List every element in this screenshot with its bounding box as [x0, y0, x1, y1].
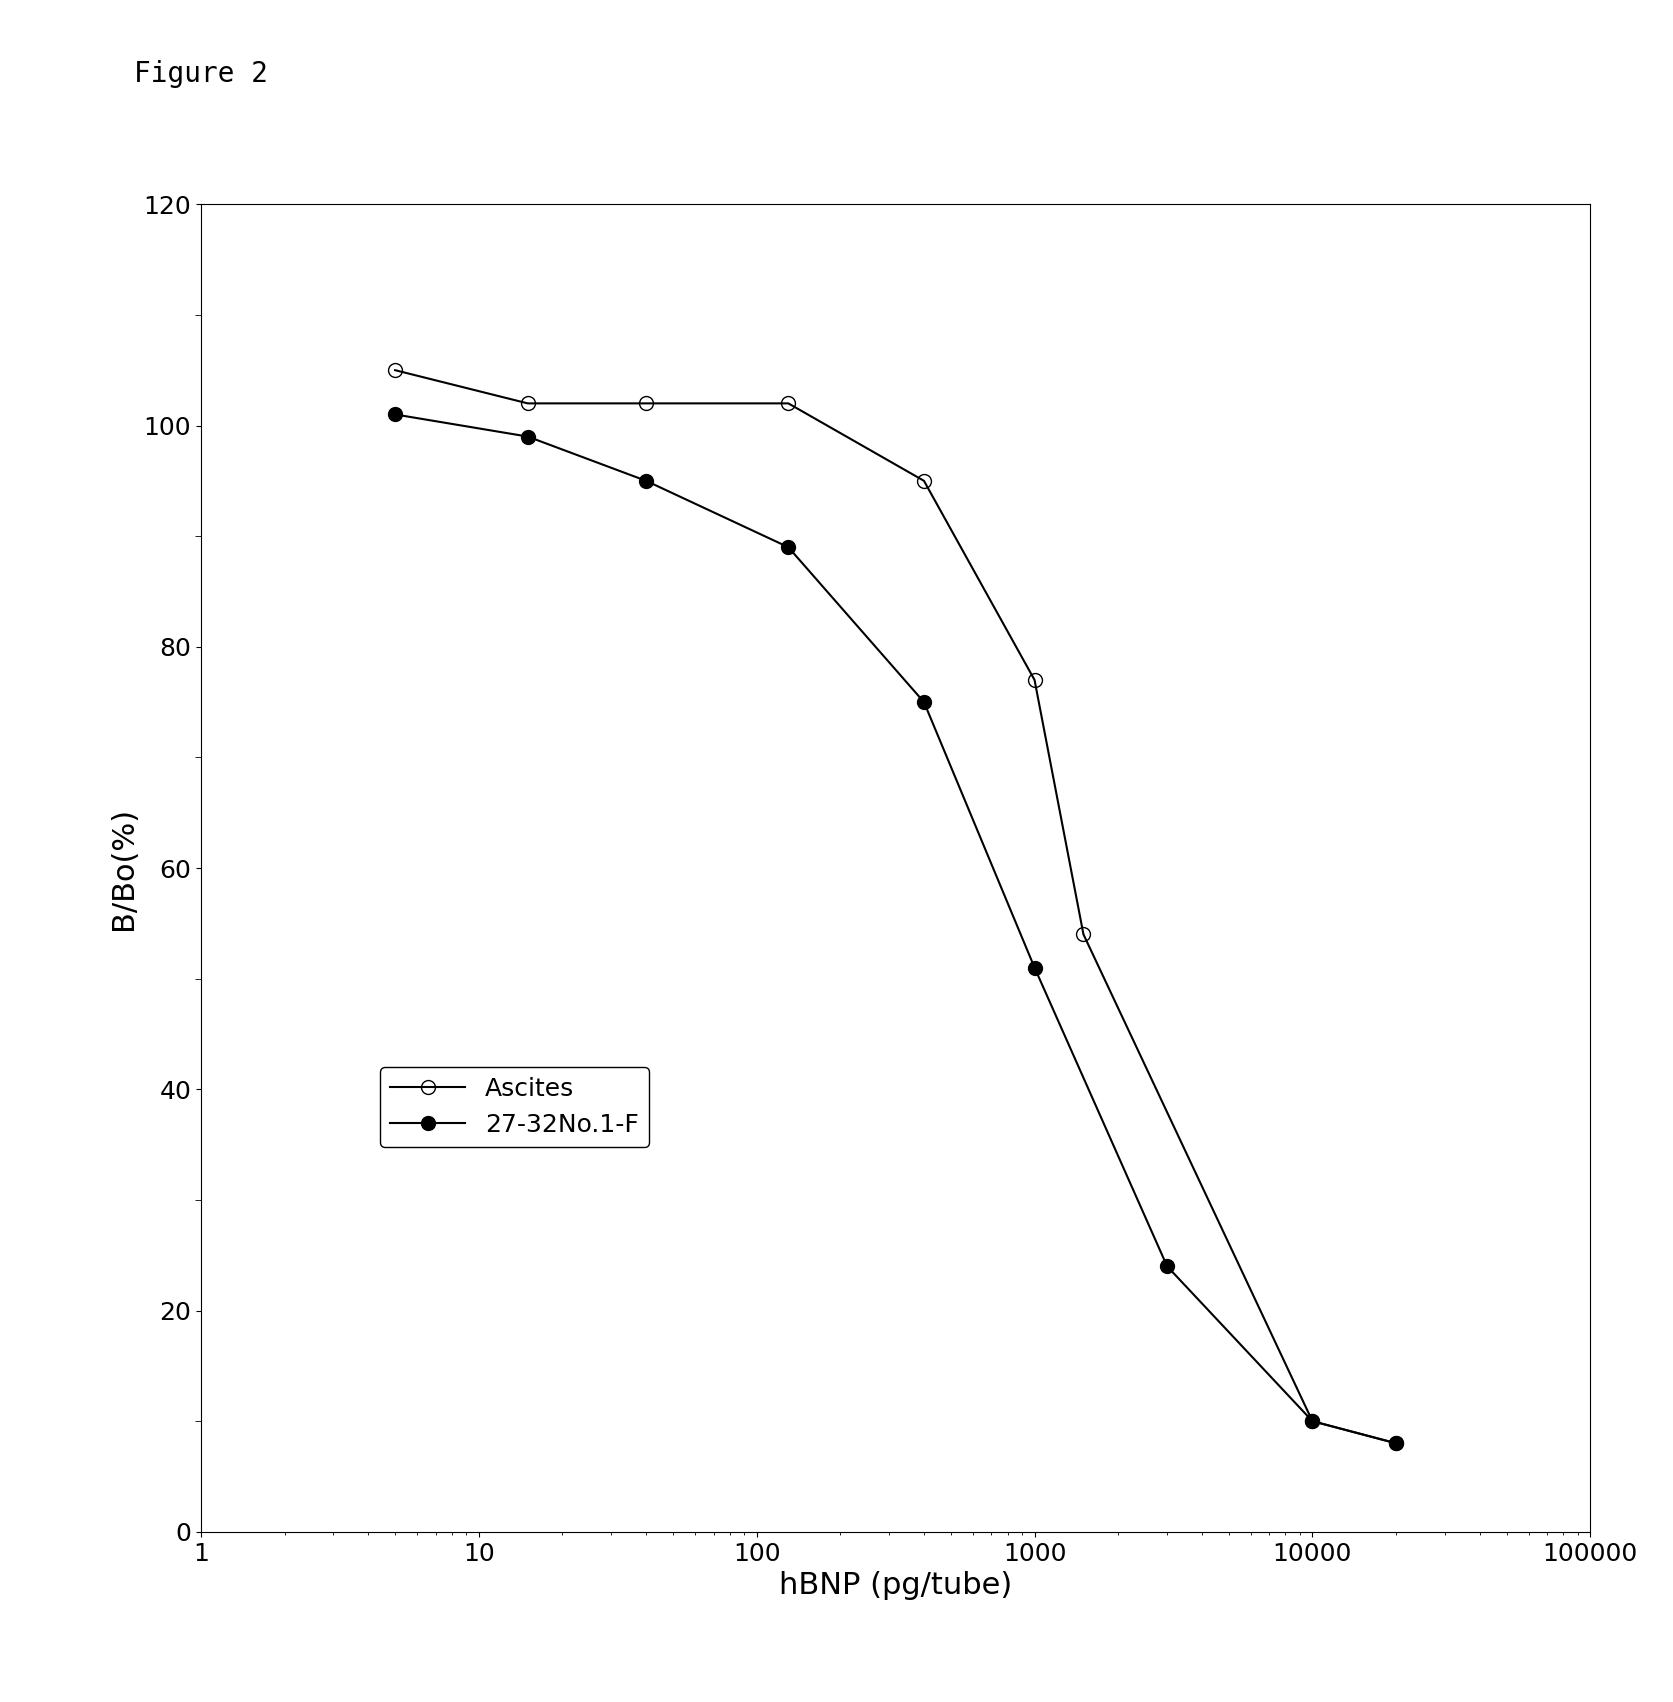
27-32No.1-F	[517, 427, 537, 448]
Legend: Ascites, 27-32No.1-F: Ascites, 27-32No.1-F	[380, 1067, 649, 1147]
27-32No.1-F	[778, 538, 798, 558]
Ascites	[517, 393, 537, 414]
27-32No.1-F	[636, 471, 656, 492]
Ascites	[778, 393, 798, 414]
27-32No.1-F	[1385, 1433, 1405, 1454]
27-32No.1-F	[1024, 957, 1044, 977]
27-32No.1-F	[913, 693, 934, 713]
Text: Figure 2: Figure 2	[134, 60, 268, 87]
Ascites	[385, 361, 405, 381]
Ascites	[913, 471, 934, 492]
Y-axis label: B/Bo(%): B/Bo(%)	[109, 807, 137, 929]
X-axis label: hBNP (pg/tube): hBNP (pg/tube)	[778, 1571, 1012, 1600]
Ascites	[636, 393, 656, 414]
Ascites	[1024, 671, 1044, 691]
Line: 27-32No.1-F: 27-32No.1-F	[388, 407, 1402, 1450]
Ascites	[1302, 1411, 1322, 1431]
Ascites	[1072, 924, 1092, 945]
27-32No.1-F	[385, 405, 405, 426]
Line: Ascites: Ascites	[388, 363, 1402, 1450]
27-32No.1-F	[1156, 1256, 1176, 1276]
Ascites	[1385, 1433, 1405, 1454]
27-32No.1-F	[1302, 1411, 1322, 1431]
